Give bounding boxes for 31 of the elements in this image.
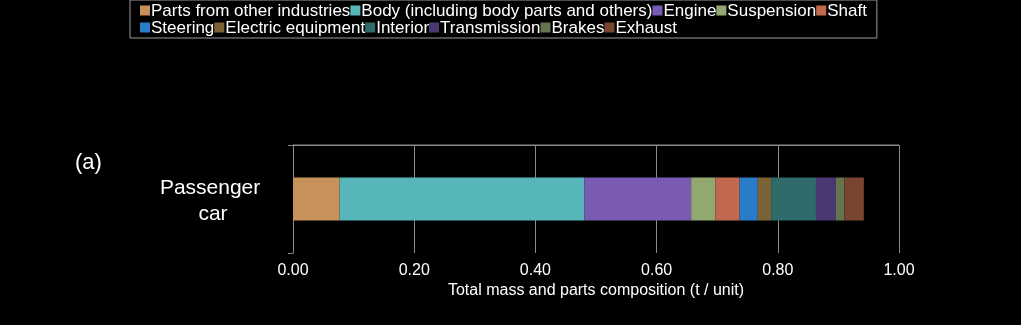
legend-label: Electric equipment [225, 18, 366, 37]
bar [757, 177, 772, 221]
x-tick-label: 0.40 [519, 260, 552, 278]
legend-label: Steering [151, 18, 215, 37]
bar [584, 177, 692, 221]
x-tick-label: 0.80 [762, 260, 794, 278]
legend-label: Brakes [551, 18, 605, 37]
bar [293, 177, 340, 221]
legend-label: Body (including body parts and others) [361, 1, 653, 20]
x-tick-label: 1.00 [883, 260, 915, 278]
legend-label: Transmission [440, 18, 541, 37]
legend-label: Exhaust [615, 18, 678, 37]
legend-label: Shaft [827, 1, 868, 20]
text: (a) [75, 148, 102, 174]
x-tick-label: 0.20 [398, 260, 430, 278]
bar [835, 177, 845, 221]
bar [771, 177, 816, 221]
legend-label: Engine [663, 1, 717, 20]
x-tick-label: 0.00 [277, 260, 309, 278]
bar [339, 177, 585, 221]
x-tick-label: 0.60 [641, 260, 673, 278]
bar [715, 177, 740, 221]
bar [739, 177, 758, 221]
bar [691, 177, 716, 221]
legend-label: Parts from other industries [151, 1, 351, 20]
y-tick-label: Passenger car [159, 174, 267, 224]
legend-label: Suspension [727, 1, 817, 20]
bar [815, 177, 836, 221]
x-axis-title: Total mass and parts composition (t / unit) [447, 280, 745, 298]
legend-label: Interior [376, 18, 430, 37]
bar [844, 177, 864, 221]
